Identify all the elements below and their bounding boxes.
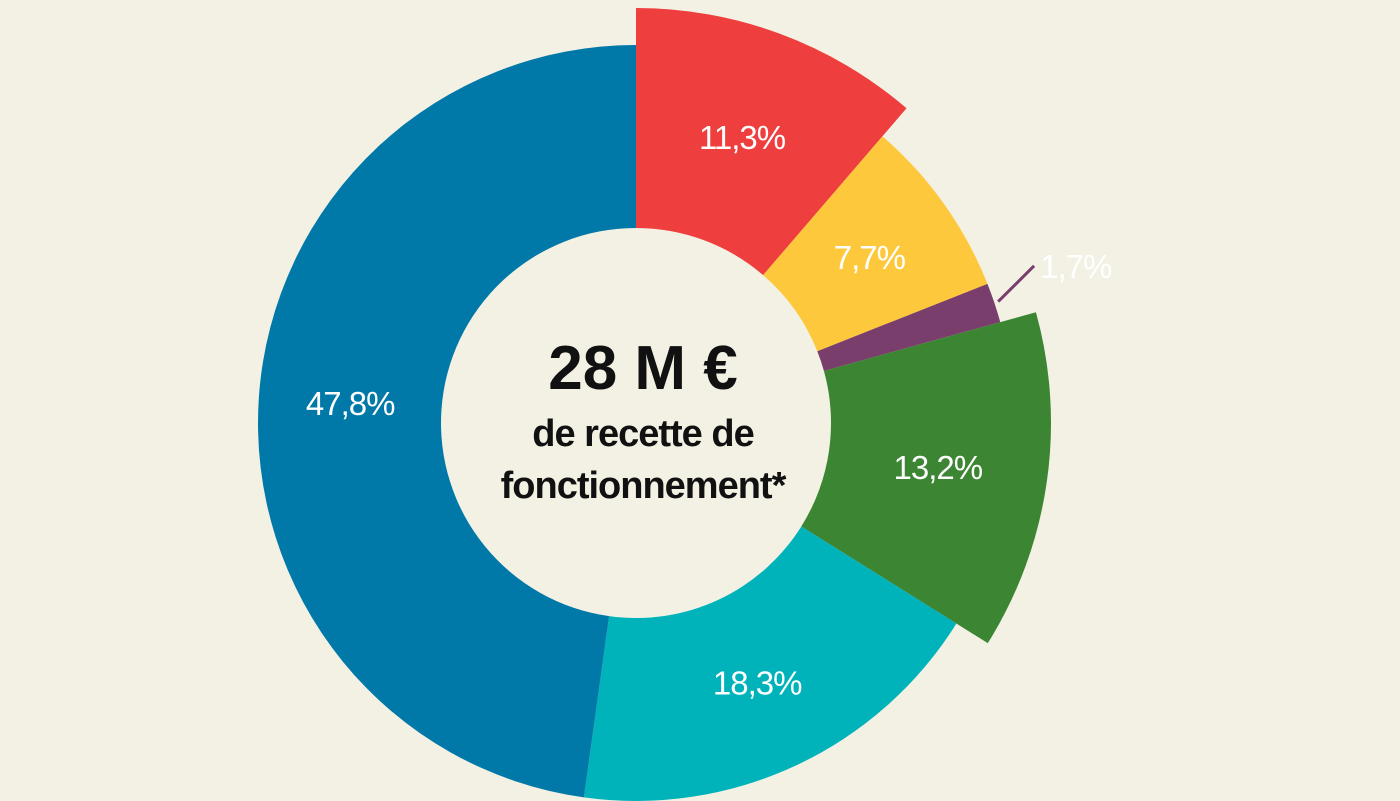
slice-label-1: 7,7%: [834, 239, 906, 276]
donut-slice-0: [636, 8, 907, 276]
donut-center: 28 M € de recette de fonctionnement*: [501, 334, 788, 507]
center-caption-line1: de recette de: [532, 413, 753, 455]
slice-label-4: 18,3%: [713, 665, 802, 702]
slice-leader-line-2: [997, 264, 1036, 303]
slice-label-3: 13,2%: [894, 449, 983, 486]
center-amount: 28 M €: [548, 334, 738, 403]
donut-slices: [258, 8, 1051, 801]
donut-slice-1: [763, 136, 988, 352]
donut-slice-2: [817, 283, 1001, 371]
donut-slice-3: [801, 312, 1051, 644]
donut-slice-labels: 11,3% 7,7% 1,7% 13,2% 18,3% 47,8%: [306, 119, 1113, 702]
center-caption-line2: fonctionnement*: [501, 465, 787, 507]
slice-label-5: 47,8%: [306, 385, 395, 422]
slice-label-2: 1,7%: [1040, 248, 1112, 285]
donut-slice-5: [258, 45, 636, 798]
donut-slice-4: [583, 526, 957, 801]
slice-label-0: 11,3%: [699, 119, 786, 156]
